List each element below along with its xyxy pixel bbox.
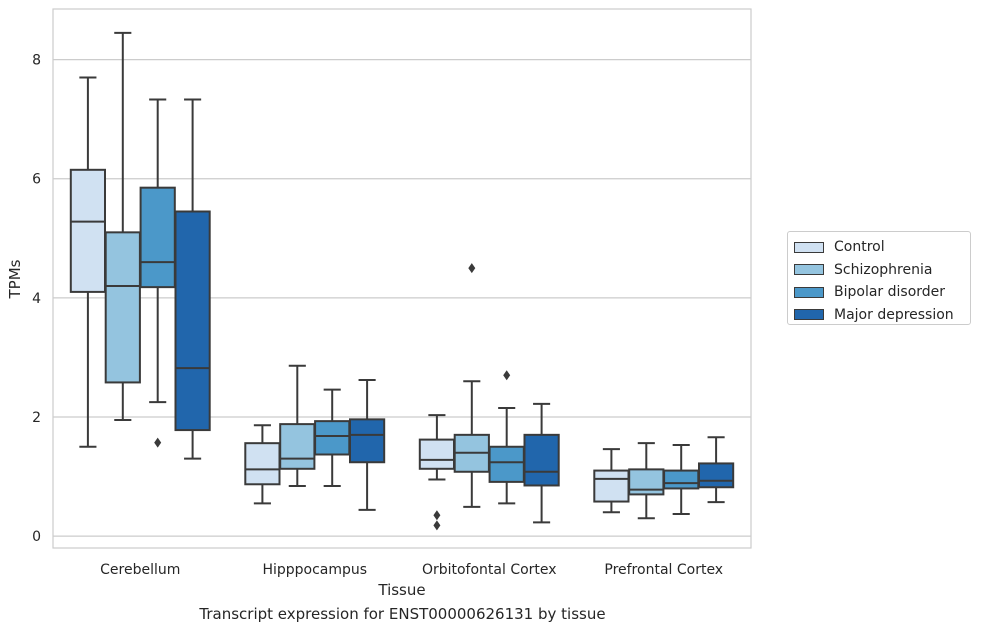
- box-group: [628, 442, 665, 520]
- y-gridlines: [53, 59, 751, 537]
- y-axis-label: TPMs: [6, 259, 24, 299]
- box-iqr: [348, 418, 386, 464]
- box-iqr: [663, 469, 700, 490]
- x-tick-label: Orbitofontal Cortex: [422, 562, 557, 578]
- box-group: [453, 263, 490, 508]
- outlier-point: [433, 520, 441, 531]
- chart-caption: Transcript expression for ENST0000062613…: [199, 605, 606, 623]
- legend-item-control: Control: [792, 236, 970, 259]
- box-group: [488, 370, 525, 505]
- box-iqr: [628, 468, 665, 496]
- y-tick-label: 4: [32, 291, 41, 307]
- legend-label-major-depression: Major depression: [834, 306, 954, 323]
- y-tick-labels: 0 2 4 6 8: [32, 53, 41, 545]
- box-group: [697, 436, 735, 504]
- legend-item-bipolar: Bipolar disorder: [792, 281, 970, 304]
- x-tick-label: Hipppocampus: [262, 562, 367, 578]
- box-group: [593, 448, 630, 514]
- box-iqr: [697, 462, 735, 489]
- x-tick-label: Prefrontal Cortex: [604, 562, 723, 578]
- outlier-point: [468, 263, 476, 274]
- legend-item-schizophrenia: Schizophrenia: [792, 259, 970, 282]
- legend-label-schizophrenia: Schizophrenia: [834, 261, 933, 278]
- box-group: [348, 379, 386, 511]
- legend-swatch-schizophrenia: [794, 264, 824, 276]
- legend-swatch-major-depression: [794, 309, 824, 321]
- y-tick-label: 2: [32, 410, 41, 426]
- x-tick-labels: Cerebellum Hipppocampus Orbitofontal Corte…: [100, 562, 723, 578]
- x-axis-label: Tissue: [377, 581, 425, 599]
- box-group: [314, 388, 351, 488]
- box-iqr: [244, 442, 281, 486]
- x-tick-label: Cerebellum: [100, 562, 180, 578]
- legend-swatch-bipolar: [794, 286, 824, 298]
- y-tick-label: 0: [32, 529, 41, 545]
- box-group: [104, 31, 141, 421]
- box-iqr: [418, 438, 456, 470]
- box-groups: [69, 31, 735, 531]
- box-group: [174, 98, 211, 460]
- y-tick-label: 6: [32, 172, 41, 188]
- box-group: [523, 402, 560, 524]
- box-iqr: [314, 420, 351, 456]
- box-group: [139, 98, 176, 448]
- outlier-point: [154, 437, 162, 448]
- box-iqr: [593, 469, 630, 503]
- legend-label-bipolar: Bipolar disorder: [834, 284, 946, 301]
- outlier-point: [433, 510, 441, 521]
- box-iqr: [523, 433, 560, 487]
- box-group: [279, 364, 316, 488]
- legend-label-control: Control: [834, 239, 885, 256]
- box-iqr: [69, 168, 107, 293]
- box-iqr: [174, 210, 211, 432]
- y-tick-label: 8: [32, 53, 41, 69]
- outlier-point: [503, 370, 511, 381]
- box-group: [663, 443, 700, 516]
- box-group: [69, 76, 107, 448]
- box-iqr: [104, 231, 141, 384]
- legend-item-major-depression: Major depression: [792, 304, 970, 327]
- box-iqr: [279, 423, 316, 470]
- legend: Control Schizophrenia Bipolar disorder M…: [787, 231, 971, 325]
- box-group: [418, 414, 456, 531]
- box-iqr: [488, 445, 525, 483]
- legend-swatch-control: [794, 241, 824, 253]
- box-iqr: [139, 186, 176, 289]
